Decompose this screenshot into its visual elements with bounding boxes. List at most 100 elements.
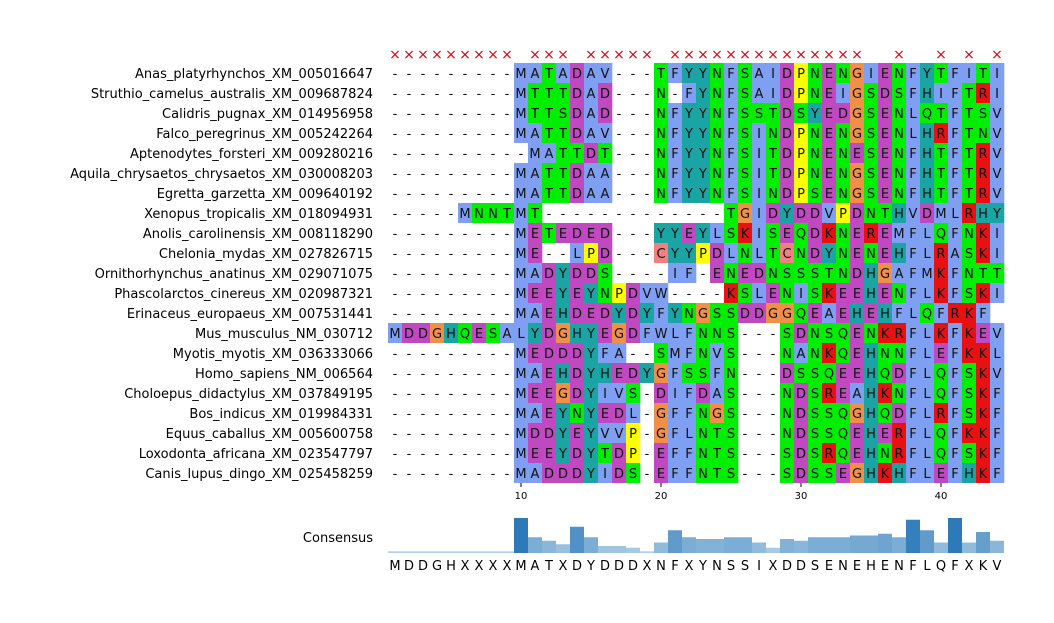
residue-letter: T xyxy=(992,267,1001,282)
gap-symbol: - xyxy=(463,307,468,322)
residue-cell xyxy=(528,343,543,363)
residue-cell xyxy=(528,123,543,143)
gap-symbol: - xyxy=(631,247,636,262)
gap-symbol: - xyxy=(757,427,762,442)
residue-cell xyxy=(962,283,977,303)
residue-letter: Y xyxy=(698,167,707,182)
gap-symbol: - xyxy=(421,267,426,282)
residue-letter: N xyxy=(684,307,694,322)
residue-cell xyxy=(710,163,725,183)
residue-letter: L xyxy=(951,207,959,222)
residue-letter: G xyxy=(740,207,750,222)
residue-letter: D xyxy=(572,167,582,182)
residue-letter: N xyxy=(712,167,722,182)
conservation-marker: × xyxy=(753,47,765,63)
residue-letter: T xyxy=(530,107,539,122)
residue-cell xyxy=(808,183,823,203)
gap-symbol: - xyxy=(463,87,468,102)
gap-symbol: - xyxy=(449,147,454,162)
residue-letter: L xyxy=(713,227,721,242)
residue-cell xyxy=(906,303,921,323)
residue-letter: Y xyxy=(586,367,595,382)
residue-cell xyxy=(542,423,557,443)
residue-letter: D xyxy=(600,227,610,242)
residue-cell xyxy=(570,103,585,123)
residue-letter: Y xyxy=(698,227,707,242)
residue-cell xyxy=(542,143,557,163)
residue-cell xyxy=(990,63,1005,83)
residue-letter: Y xyxy=(586,427,595,442)
residue-letter: L xyxy=(923,447,931,462)
residue-letter: T xyxy=(558,127,567,142)
residue-letter: N xyxy=(712,87,722,102)
gap-symbol: - xyxy=(505,187,510,202)
residue-letter: T xyxy=(544,127,553,142)
residue-letter: D xyxy=(810,227,820,242)
residue-cell xyxy=(934,283,949,303)
residue-letter: D xyxy=(544,347,554,362)
residue-letter: Q xyxy=(936,447,946,462)
residue-cell xyxy=(962,303,977,323)
residue-letter: R xyxy=(978,87,987,102)
residue-cell xyxy=(976,383,991,403)
residue-letter: F xyxy=(909,467,916,482)
residue-letter: E xyxy=(531,247,539,262)
residue-cell xyxy=(710,243,725,263)
residue-letter: I xyxy=(967,67,971,82)
residue-letter: G xyxy=(852,467,862,482)
residue-cell xyxy=(668,343,683,363)
gap-symbol: - xyxy=(421,67,426,82)
residue-letter: D xyxy=(530,427,540,442)
residue-cell xyxy=(794,343,809,363)
residue-letter: L xyxy=(573,247,581,262)
residue-letter: S xyxy=(783,327,791,342)
sequence-name: Xenopus_tropicalis_XM_018094931 xyxy=(144,207,373,222)
residue-cell xyxy=(584,183,599,203)
consensus-bar xyxy=(878,533,892,553)
gap-symbol: - xyxy=(393,427,398,442)
residue-cell xyxy=(514,83,529,103)
residue-cell xyxy=(626,443,641,463)
residue-cell xyxy=(808,383,823,403)
residue-cell xyxy=(808,123,823,143)
residue-letter: E xyxy=(839,387,847,402)
gap-symbol: - xyxy=(407,407,412,422)
residue-cell xyxy=(766,223,781,243)
residue-letter: D xyxy=(698,387,708,402)
residue-cell xyxy=(990,223,1005,243)
residue-letter: R xyxy=(978,167,987,182)
residue-cell xyxy=(794,83,809,103)
residue-letter: H xyxy=(866,467,876,482)
residue-letter: D xyxy=(544,427,554,442)
residue-letter: N xyxy=(698,427,708,442)
residue-cell xyxy=(542,183,557,203)
residue-cell xyxy=(906,103,921,123)
residue-letter: K xyxy=(825,347,834,362)
residue-cell xyxy=(794,223,809,243)
residue-cell xyxy=(710,363,725,383)
residue-cell xyxy=(668,443,683,463)
consensus-letter: E xyxy=(853,559,861,574)
residue-letter: E xyxy=(825,127,833,142)
residue-letter: S xyxy=(811,267,819,282)
residue-cell xyxy=(780,243,795,263)
residue-letter: Y xyxy=(586,467,595,482)
position-tick-label: 30 xyxy=(795,491,808,502)
residue-letter: Q xyxy=(936,227,946,242)
residue-letter: Y xyxy=(558,427,567,442)
residue-letter: T xyxy=(558,187,567,202)
residue-letter: S xyxy=(825,467,833,482)
residue-letter: G xyxy=(852,187,862,202)
residue-cell xyxy=(906,283,921,303)
residue-letter: E xyxy=(979,327,987,342)
residue-cell xyxy=(780,263,795,283)
residue-cell xyxy=(864,183,879,203)
residue-cell xyxy=(682,83,697,103)
residue-letter: T xyxy=(768,107,777,122)
residue-cell xyxy=(920,103,935,123)
residue-cell xyxy=(780,323,795,343)
residue-letter: D xyxy=(656,387,666,402)
residue-cell xyxy=(850,263,865,283)
residue-cell xyxy=(738,83,753,103)
residue-cell xyxy=(696,63,711,83)
